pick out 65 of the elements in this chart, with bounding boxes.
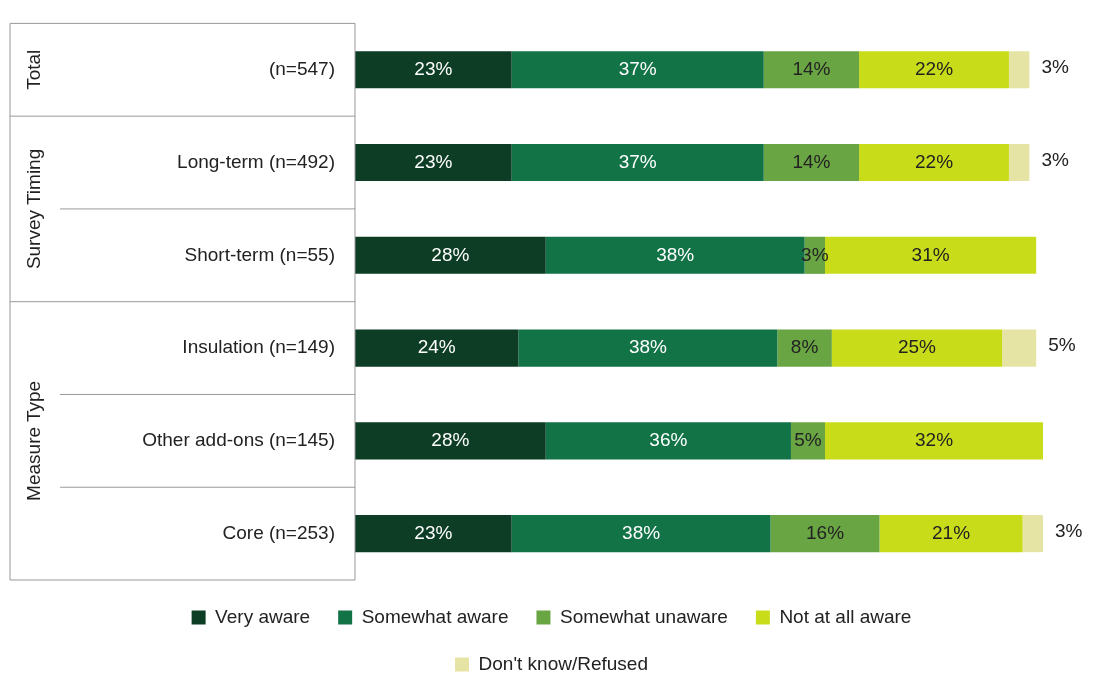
y-tick-label: Insulation (n=149) [182, 336, 335, 358]
bar [355, 236, 546, 274]
data-label: 14% [792, 150, 831, 172]
data-label: 14% [792, 58, 831, 80]
data-label: 38% [628, 336, 668, 358]
bar [355, 51, 512, 89]
bar [770, 515, 880, 553]
bar [1008, 51, 1030, 89]
data-label: 37% [618, 58, 657, 80]
bar [355, 422, 546, 460]
bar [763, 144, 860, 182]
legend-label: Very aware [215, 605, 311, 627]
bar [355, 515, 512, 553]
data-label: 5% [794, 429, 822, 451]
data-label: 31% [911, 243, 950, 265]
legend-label: Somewhat unaware [559, 605, 728, 627]
legend-label: Somewhat aware [361, 605, 509, 627]
bar [518, 329, 778, 367]
bar [355, 144, 512, 182]
text: Measure Type [23, 380, 45, 501]
data-label: 23% [414, 150, 453, 172]
data-label: 3% [1055, 519, 1083, 541]
bar [511, 51, 764, 89]
bar [1002, 329, 1037, 367]
data-label: 3% [1041, 148, 1069, 170]
bar [355, 329, 519, 367]
data-label: 23% [414, 58, 453, 80]
bar [545, 422, 791, 460]
bar [831, 329, 1003, 367]
bar [777, 329, 832, 367]
bar [763, 51, 860, 89]
bar [511, 515, 771, 553]
y-tick-label: Short-term (n=55) [184, 243, 335, 265]
data-label: 24% [417, 336, 456, 358]
bar [511, 144, 764, 182]
bar [1008, 144, 1030, 182]
data-label: 28% [431, 429, 470, 451]
data-label: 21% [932, 521, 971, 543]
bar [859, 144, 1009, 182]
bar [1022, 515, 1043, 553]
y-tick-label: Other add-ons (n=145) [142, 429, 335, 451]
data-label: 38% [622, 521, 661, 543]
y-tick-label: Core (n=253) [222, 521, 335, 543]
data-label: 36% [649, 429, 688, 451]
data-label: 3% [1041, 56, 1069, 78]
legend-label: Don't know/Refused [478, 652, 648, 674]
data-label: 38% [656, 243, 695, 265]
data-label: 22% [914, 58, 954, 80]
data-label: 37% [618, 150, 657, 172]
bar [825, 422, 1043, 460]
data-label: 25% [897, 336, 937, 358]
bar [859, 51, 1009, 89]
text: Total [23, 49, 45, 90]
legend-label: Not at all aware [779, 605, 912, 627]
data-label: 16% [806, 521, 845, 543]
y-tick-label: (n=547) [268, 58, 335, 80]
text: Survey Timing [23, 148, 45, 270]
data-label: 5% [1048, 334, 1076, 356]
y-tick-label: Long-term (n=492) [177, 150, 335, 172]
bar [879, 515, 1023, 553]
data-label: 8% [790, 336, 819, 358]
data-label: 22% [914, 150, 954, 172]
data-label: 23% [414, 521, 453, 543]
data-label: 28% [431, 243, 470, 265]
data-label: 32% [914, 429, 954, 451]
